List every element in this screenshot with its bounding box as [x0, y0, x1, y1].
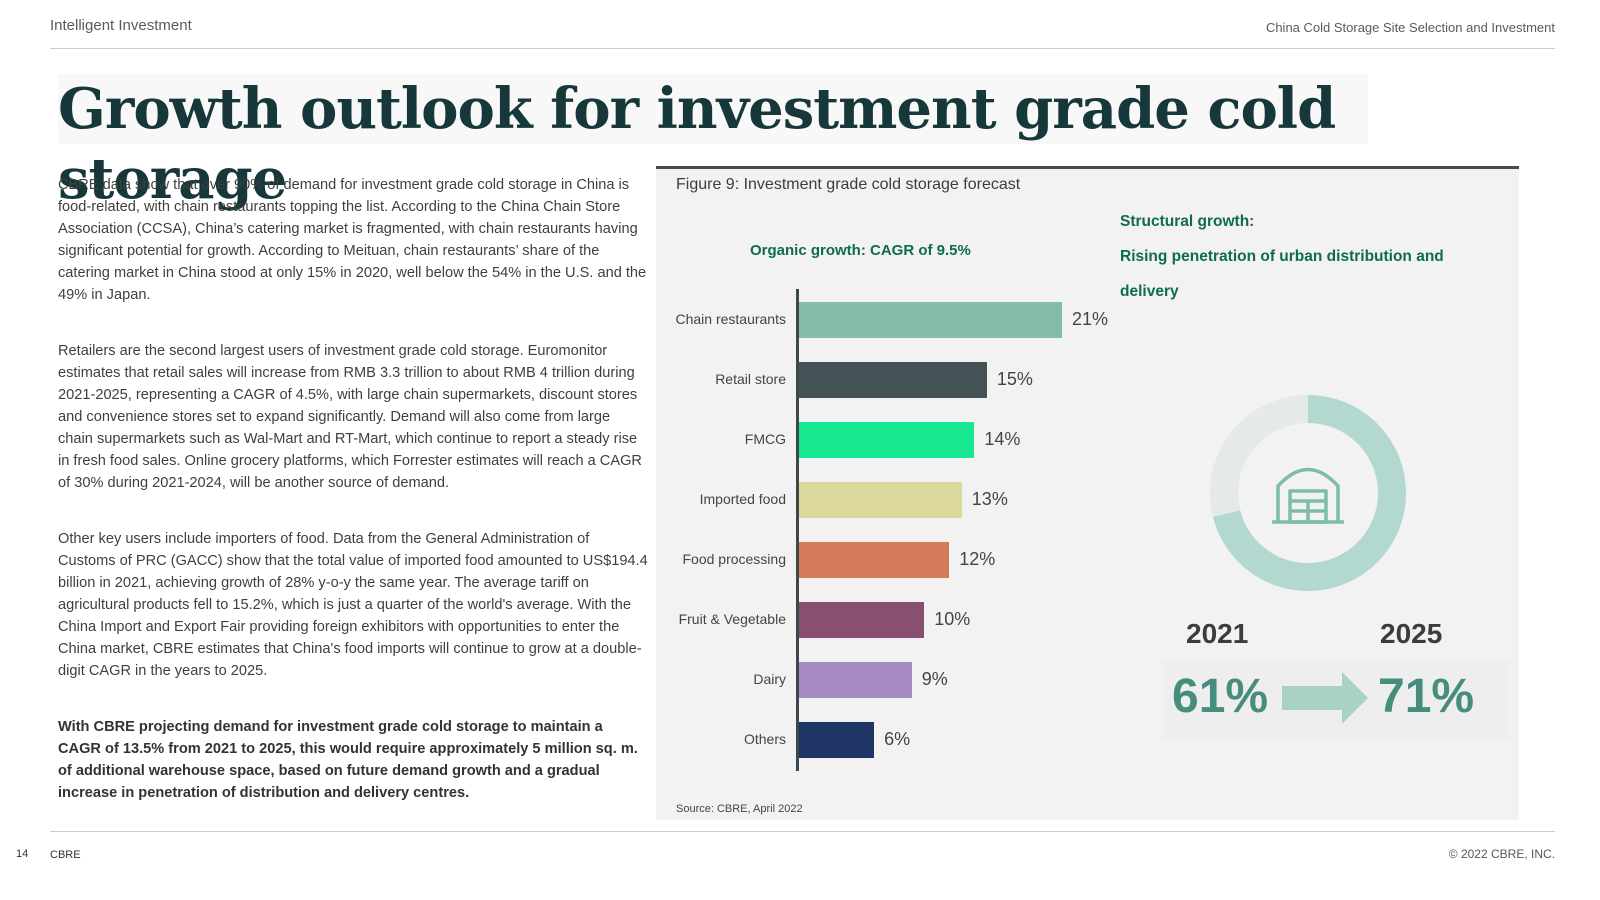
bar-value-label: 13%	[971, 489, 1008, 509]
year-end-label: 2025	[1380, 618, 1443, 649]
page-number: 14	[16, 848, 29, 860]
structural-growth-label: Structural growth: Rising penetration of…	[1120, 204, 1490, 309]
bar-value-label: 9%	[921, 669, 948, 689]
footer-copyright: © 2022 CBRE, INC.	[1448, 847, 1555, 861]
organic-growth-label: Organic growth: CAGR of 9.5%	[750, 242, 971, 259]
bar-value-label: 12%	[959, 549, 996, 569]
figure-panel: Figure 9: Investment grade cold storage …	[656, 166, 1519, 820]
footer-brand: CBRE	[50, 849, 81, 861]
bar	[799, 722, 875, 758]
bar-category-label: Dairy	[753, 671, 786, 687]
figure-title: Figure 9: Investment grade cold storage …	[676, 176, 1021, 193]
bar-value-label: 15%	[996, 369, 1033, 389]
bar-value-label: 6%	[884, 729, 911, 749]
penetration-2025-value: 71%	[1378, 670, 1475, 723]
figure-source: Source: CBRE, April 2022	[676, 803, 803, 815]
header-divider	[50, 48, 1555, 49]
bar	[799, 422, 975, 458]
structural-growth-description: Rising penetration of urban distribution…	[1120, 248, 1444, 300]
bar-value-label: 10%	[934, 609, 971, 629]
arrow-right-icon	[1282, 672, 1368, 724]
header-report-title: China Cold Storage Site Selection and In…	[1265, 20, 1555, 35]
bar	[799, 302, 1062, 338]
bar-category-label: Chain restaurants	[675, 311, 786, 327]
chart-axis	[796, 289, 799, 771]
penetration-2021-value: 61%	[1172, 670, 1269, 723]
bar-value-label: 21%	[1072, 309, 1109, 329]
year-start-label: 2021	[1186, 618, 1249, 649]
paragraph-food-demand: CBRE data show that over 90% of demand f…	[58, 177, 647, 303]
bar-category-label: Others	[743, 731, 786, 747]
page-title: Growth outlook for investment grade cold…	[58, 74, 1368, 212]
bar-category-label: Imported food	[699, 491, 786, 507]
bar	[799, 662, 912, 698]
warehouse-icon	[1272, 467, 1344, 524]
footer-divider	[50, 831, 1555, 832]
structural-growth-heading: Structural growth:	[1120, 213, 1255, 230]
header-section-label: Intelligent Investment	[50, 17, 192, 34]
paragraph-projection: With CBRE projecting demand for investme…	[58, 719, 638, 801]
bar-value-label: 14%	[984, 429, 1021, 449]
body-text-column: CBRE data show that over 90% of demand f…	[58, 174, 648, 838]
paragraph-importers: Other key users include importers of foo…	[58, 531, 648, 679]
bar	[799, 542, 950, 578]
donut-fill-2025	[1210, 395, 1406, 591]
bar	[799, 602, 925, 638]
paragraph-retailers: Retailers are the second largest users o…	[58, 343, 642, 491]
bar-category-label: FMCG	[744, 431, 786, 447]
bar-category-label: Retail store	[715, 371, 786, 387]
bar-category-label: Food processing	[682, 551, 786, 567]
bar	[799, 482, 962, 518]
bar-category-label: Fruit & Vegetable	[678, 611, 786, 627]
bar	[799, 362, 987, 398]
penetration-donut-chart	[1210, 395, 1406, 591]
